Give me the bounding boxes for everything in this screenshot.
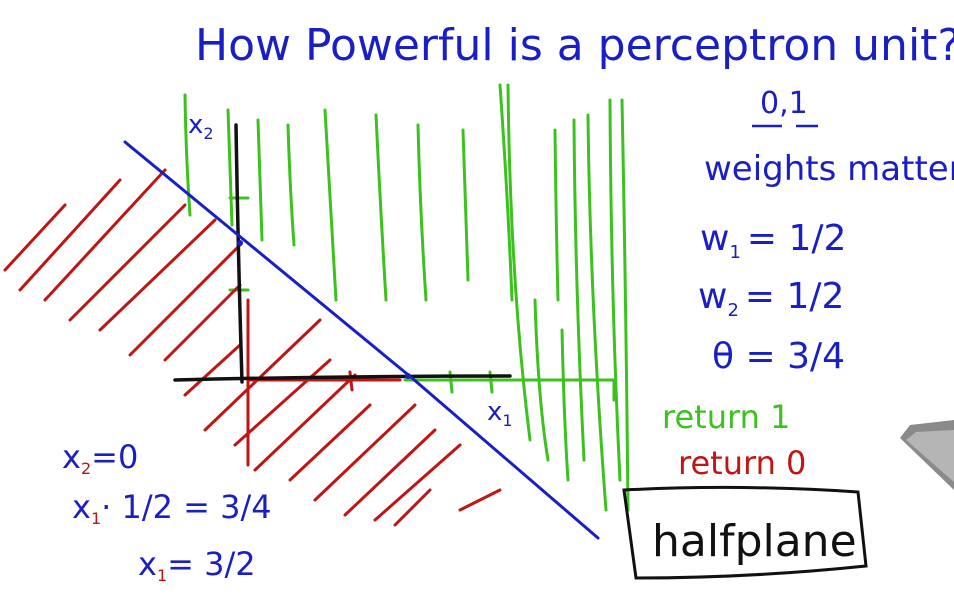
derivation-line-3: x1= 3/2: [138, 545, 256, 585]
derivation-line-1: x2=0: [62, 438, 138, 478]
theta-equation: θ = 3/4: [712, 336, 845, 377]
red-hatch-region: [3, 168, 502, 527]
green-hatch-region: [183, 83, 630, 512]
x1-axis-line: [173, 374, 512, 382]
x2-axis-label: x2: [188, 110, 214, 143]
halfplane-label: halfplane: [652, 516, 857, 567]
w1-equation: w1 = 1/2: [700, 218, 846, 263]
boundary-point-x2-intercept: [237, 240, 243, 246]
decision-boundary-line: [123, 140, 600, 540]
axes: [173, 123, 512, 384]
boundary-point-x1-intercept: [405, 373, 411, 379]
inputs-note: 0,1: [760, 86, 808, 121]
return-1-label: return 1: [662, 398, 790, 436]
w2-equation: w2 = 1/2: [698, 276, 844, 321]
weights-matter-note: weights matter: [704, 149, 954, 189]
x2-axis-line: [234, 123, 244, 384]
page-title: How Powerful is a perceptron unit?: [195, 20, 954, 71]
x1-axis-label: x1: [487, 397, 513, 430]
return-0-label: return 0: [678, 444, 806, 482]
pen-icon: [900, 420, 954, 490]
halfplane-box: [622, 485, 868, 580]
derivation-line-2: x1· 1/2 = 3/4: [72, 488, 272, 528]
